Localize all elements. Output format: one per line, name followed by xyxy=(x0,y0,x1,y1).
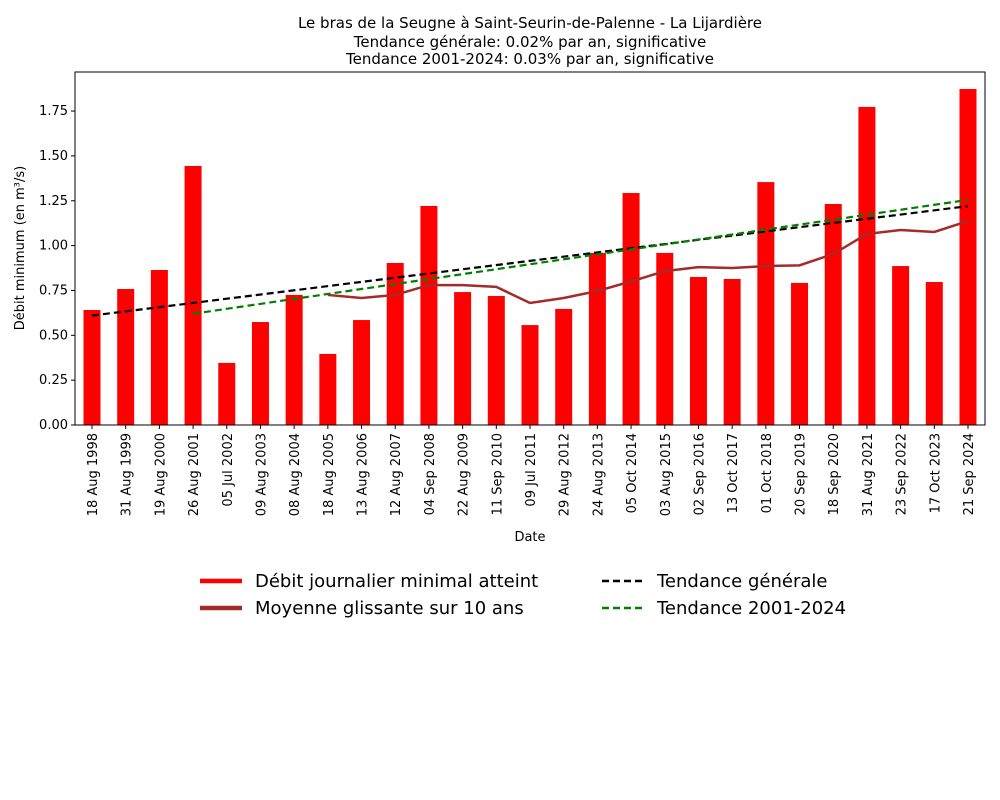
y-tick-label: 0.25 xyxy=(39,373,68,388)
x-tick-label: 29 Aug 2012 xyxy=(558,433,573,516)
bar-05-Jul-2002 xyxy=(218,362,236,425)
x-tick-label: 24 Aug 2013 xyxy=(591,433,606,516)
moving-average-line xyxy=(327,219,969,305)
bar-31-Aug-1999 xyxy=(117,289,135,425)
x-tick-label: 09 Aug 2003 xyxy=(254,433,269,516)
legend: Débit journalier minimal atteint Moyenne … xyxy=(200,571,846,619)
bar-21-Sep-2024 xyxy=(959,88,977,426)
x-tick-label: 23 Sep 2022 xyxy=(895,433,910,515)
x-axis-label: Date xyxy=(514,530,545,545)
y-tick-label: 1.00 xyxy=(39,239,68,254)
x-tick-label: 09 Jul 2011 xyxy=(524,433,539,507)
bar-13-Aug-2006 xyxy=(353,320,371,425)
chart-title-line-1: Le bras de la Seugne à Saint-Seurin-de-P… xyxy=(298,14,762,32)
bar-12-Aug-2007 xyxy=(386,263,404,425)
bar-17-Oct-2023 xyxy=(925,282,943,425)
bar-18-Aug-1998 xyxy=(83,310,101,425)
bar-24-Aug-2013 xyxy=(588,252,606,425)
y-tick-label: 0.00 xyxy=(39,418,68,433)
chart-title-line-3: Tendance 2001-2024: 0.03% par an, signif… xyxy=(345,50,714,68)
x-tick-label: 22 Aug 2009 xyxy=(457,433,472,516)
x-tick-label: 13 Oct 2017 xyxy=(726,433,741,513)
y-tick-label: 1.75 xyxy=(39,104,68,119)
x-tick-label: 17 Oct 2023 xyxy=(928,433,943,513)
bar-31-Aug-2021 xyxy=(858,106,876,425)
bar-01-Oct-2018 xyxy=(757,182,775,425)
bar-19-Aug-2000 xyxy=(150,269,168,425)
bar-13-Oct-2017 xyxy=(723,278,741,425)
bar-03-Aug-2015 xyxy=(656,252,674,425)
x-tick-label: 11 Sep 2010 xyxy=(490,433,505,515)
y-tick-label: 0.50 xyxy=(39,328,68,343)
bar-09-Jul-2011 xyxy=(521,325,539,425)
legend-label: Débit journalier minimal atteint xyxy=(255,571,538,592)
x-tick-label: 13 Aug 2006 xyxy=(356,433,371,516)
bar-29-Aug-2012 xyxy=(555,308,573,425)
plot-frame xyxy=(74,71,986,426)
x-tick-label: 20 Sep 2019 xyxy=(794,433,809,515)
bar-22-Aug-2009 xyxy=(454,292,472,425)
x-tick-label: 31 Aug 2021 xyxy=(861,433,876,516)
legend-label: Moyenne glissante sur 10 ans xyxy=(255,598,524,619)
y-tick-label: 1.25 xyxy=(39,194,68,209)
y-axis-label: Débit minimum (en m³/s) xyxy=(13,166,28,330)
bar-18-Aug-2005 xyxy=(319,353,337,425)
x-tick-label: 02 Sep 2016 xyxy=(692,433,707,515)
bar-23-Sep-2022 xyxy=(892,266,910,425)
x-tick-label: 04 Sep 2008 xyxy=(423,433,438,515)
trend-2001-2024-line xyxy=(192,198,969,315)
bar-11-Sep-2010 xyxy=(487,296,505,425)
x-tick-label: 31 Aug 1999 xyxy=(120,433,135,516)
x-tick-label: 05 Jul 2002 xyxy=(221,433,236,507)
legend-label: Tendance 2001-2024 xyxy=(656,598,846,619)
bar-02-Sep-2016 xyxy=(689,276,707,425)
x-tick-label: 21 Sep 2024 xyxy=(962,433,977,515)
y-tick-label: 0.75 xyxy=(39,283,68,298)
x-tick-label: 18 Aug 2005 xyxy=(322,433,337,516)
bar-04-Sep-2008 xyxy=(420,205,438,425)
x-tick-label: 18 Aug 1998 xyxy=(86,433,101,516)
trend-general-line xyxy=(91,205,969,317)
y-tick-label: 1.50 xyxy=(39,149,68,164)
bar-26-Aug-2001 xyxy=(184,165,202,425)
bar-05-Oct-2014 xyxy=(622,193,640,425)
x-tick-label: 26 Aug 2001 xyxy=(187,433,202,516)
x-tick-label: 19 Aug 2000 xyxy=(153,433,168,516)
bar-20-Sep-2019 xyxy=(791,282,809,425)
chart-title-line-2: Tendance générale: 0.02% par an, signifi… xyxy=(353,33,706,51)
x-tick-label: 08 Aug 2004 xyxy=(288,433,303,516)
x-tick-label: 18 Sep 2020 xyxy=(827,433,842,515)
x-tick-label: 01 Oct 2018 xyxy=(760,433,775,513)
x-tick-label: 03 Aug 2015 xyxy=(659,433,674,516)
bar-18-Sep-2020 xyxy=(824,203,842,425)
x-tick-label: 05 Oct 2014 xyxy=(625,433,640,513)
bar-08-Aug-2004 xyxy=(285,294,303,425)
x-tick-label: 12 Aug 2007 xyxy=(389,433,404,516)
legend-label: Tendance générale xyxy=(656,571,827,592)
bar-09-Aug-2003 xyxy=(251,322,269,425)
